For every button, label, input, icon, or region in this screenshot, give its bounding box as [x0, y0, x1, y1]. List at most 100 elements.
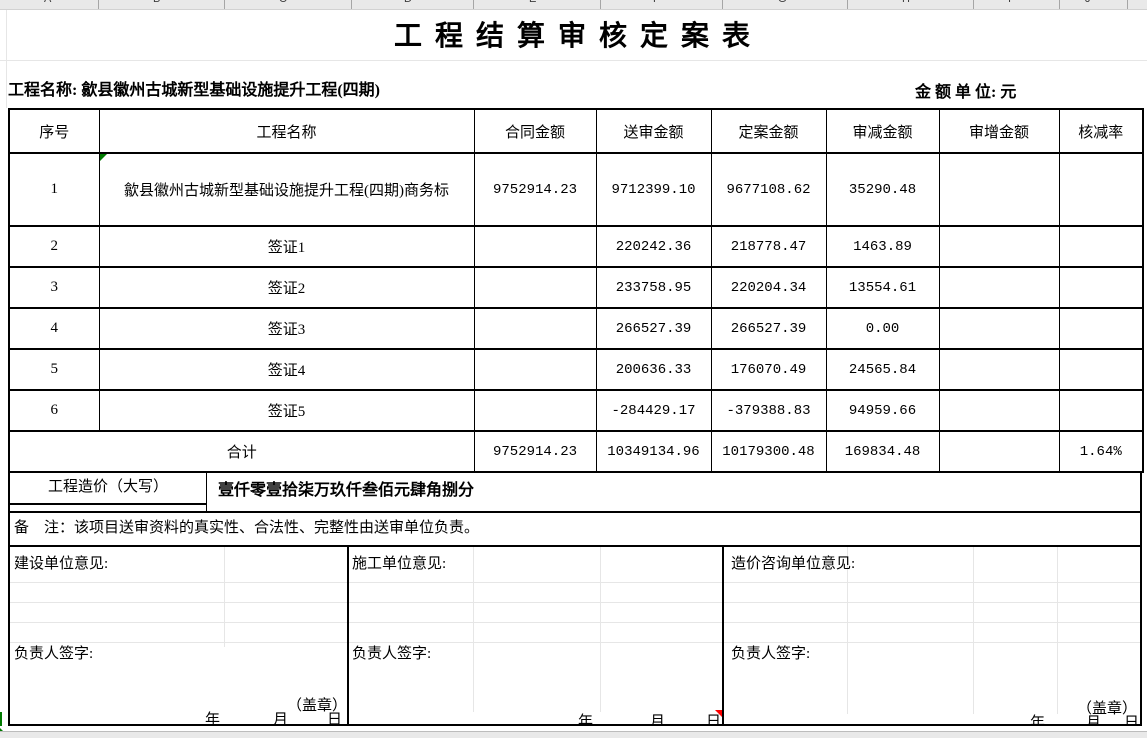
cell[interactable]: 歙县徽州古城新型基础设施提升工程(四期)商务标	[98, 152, 475, 227]
cost-in-words-row[interactable]: 工程造价（大写） 壹仟零壹拾柒万玖仟叁佰元肆角捌分	[8, 471, 1142, 511]
column-letter[interactable]: E	[529, 0, 536, 5]
gridline	[349, 582, 722, 583]
cell[interactable]: -379388.83	[710, 389, 827, 432]
column-divider	[473, 0, 474, 9]
settlement-table: 序号 工程名称 合同金额 送审金额 定案金额 审减金额 审增金额 核减率 1 歙…	[8, 108, 1144, 473]
gridline	[10, 602, 347, 603]
cell[interactable]	[1058, 225, 1144, 268]
cell[interactable]: 233758.95	[595, 266, 712, 309]
cell[interactable]	[1058, 307, 1144, 350]
cell[interactable]: 220242.36	[595, 225, 712, 268]
header-cell-seq[interactable]: 序号	[8, 108, 100, 154]
column-letter[interactable]: B	[153, 0, 160, 5]
cell[interactable]: 3	[8, 266, 100, 309]
cell[interactable]	[938, 389, 1060, 432]
cell[interactable]	[473, 389, 597, 432]
cell[interactable]: 10179300.48	[710, 430, 827, 473]
header-cell-name[interactable]: 工程名称	[98, 108, 475, 154]
cell[interactable]: 266527.39	[710, 307, 827, 350]
column-letter[interactable]: H	[902, 0, 910, 5]
column-letter[interactable]: F	[653, 0, 660, 5]
project-name-line: 工程名称: 歙县徽州古城新型基础设施提升工程(四期)	[8, 76, 380, 100]
cell[interactable]	[938, 266, 1060, 309]
cell[interactable]: 4	[8, 307, 100, 350]
cell[interactable]: -284429.17	[595, 389, 712, 432]
cell[interactable]: 10349134.96	[595, 430, 712, 473]
panel-construction-unit-title: 建设单位意见:	[14, 556, 109, 572]
cell[interactable]: 176070.49	[710, 348, 827, 391]
gridline	[224, 547, 225, 647]
cell[interactable]	[1058, 348, 1144, 391]
cell[interactable]	[1058, 266, 1144, 309]
cell[interactable]	[473, 266, 597, 309]
cell[interactable]: 218778.47	[710, 225, 827, 268]
cell[interactable]: 签证2	[98, 266, 475, 309]
gridline	[973, 547, 974, 714]
cell[interactable]: 5	[8, 348, 100, 391]
cell[interactable]: 1	[8, 152, 100, 227]
comment-marker-red-icon	[715, 710, 722, 717]
cell[interactable]: 9752914.23	[473, 430, 597, 473]
cell[interactable]	[938, 225, 1060, 268]
header-cell-contract[interactable]: 合同金额	[473, 108, 597, 154]
cell[interactable]	[473, 225, 597, 268]
cell[interactable]	[938, 430, 1060, 473]
cell[interactable]: 签证3	[98, 307, 475, 350]
gridline	[1057, 547, 1058, 714]
cell[interactable]	[473, 348, 597, 391]
panel-contractor-unit-title: 施工单位意见:	[352, 556, 447, 572]
header-cell-increased[interactable]: 审增金额	[938, 108, 1060, 154]
date-month: 月	[273, 712, 289, 726]
remark-row[interactable]: 备 注：该项目送审资料的真实性、合法性、完整性由送审单位负责。	[8, 511, 1142, 547]
column-letter[interactable]: J	[1085, 0, 1091, 5]
cell[interactable]: 签证5	[98, 389, 475, 432]
date-month: 月	[650, 714, 666, 726]
cell[interactable]: 2	[8, 225, 100, 268]
cell[interactable]: 9677108.62	[710, 152, 827, 227]
cell[interactable]: 签证4	[98, 348, 475, 391]
cell[interactable]	[938, 348, 1060, 391]
header-cell-reduced[interactable]: 审减金额	[825, 108, 940, 154]
cell[interactable]	[938, 307, 1060, 350]
cell[interactable]: 9752914.23	[473, 152, 597, 227]
opinion-panels-section[interactable]: 建设单位意见: 负责人签字: （盖章） 年 月 日 施工单位意见: 负责人签字:…	[8, 547, 1142, 726]
cell[interactable]: 9712399.10	[595, 152, 712, 227]
cell[interactable]: 35290.48	[825, 152, 940, 227]
cell[interactable]: 0.00	[825, 307, 940, 350]
column-letter[interactable]: G	[778, 0, 787, 5]
cell[interactable]: 13554.61	[825, 266, 940, 309]
total-label-cell[interactable]: 合计	[8, 430, 475, 473]
cell[interactable]	[473, 307, 597, 350]
column-header-strip[interactable]: A B C D E F G H I J	[0, 0, 1147, 10]
cell[interactable]: 169834.48	[825, 430, 940, 473]
cell[interactable]: 200636.33	[595, 348, 712, 391]
cell[interactable]: 24565.84	[825, 348, 940, 391]
sign-label: 负责人签字:	[14, 646, 94, 662]
cell[interactable]	[1058, 389, 1144, 432]
column-divider	[847, 0, 848, 9]
column-letter[interactable]: I	[1008, 0, 1011, 5]
header-cell-submitted[interactable]: 送审金额	[595, 108, 712, 154]
cost-words-label: 工程造价（大写）	[10, 471, 206, 505]
cell[interactable]	[938, 152, 1060, 227]
project-name-value: 歙县徽州古城新型基础设施提升工程(四期)	[81, 82, 381, 99]
cell[interactable]: 266527.39	[595, 307, 712, 350]
gridline	[349, 622, 722, 623]
cell[interactable]	[1058, 152, 1144, 227]
header-cell-rate[interactable]: 核减率	[1058, 108, 1144, 154]
column-letter[interactable]: D	[404, 0, 412, 5]
header-cell-final[interactable]: 定案金额	[710, 108, 827, 154]
page-title: 工 程 结 算 审 核 定 案 表	[393, 21, 753, 52]
cell[interactable]: 220204.34	[710, 266, 827, 309]
cell[interactable]: 签证1	[98, 225, 475, 268]
green-edge-marker	[0, 712, 2, 726]
panel-divider	[347, 547, 349, 724]
column-letter[interactable]: A	[44, 0, 51, 5]
gridline	[349, 602, 722, 603]
column-divider	[224, 0, 225, 9]
column-letter[interactable]: C	[279, 0, 287, 5]
cell[interactable]: 1463.89	[825, 225, 940, 268]
cell[interactable]: 94959.66	[825, 389, 940, 432]
cell[interactable]: 1.64%	[1058, 430, 1144, 473]
cell[interactable]: 6	[8, 389, 100, 432]
